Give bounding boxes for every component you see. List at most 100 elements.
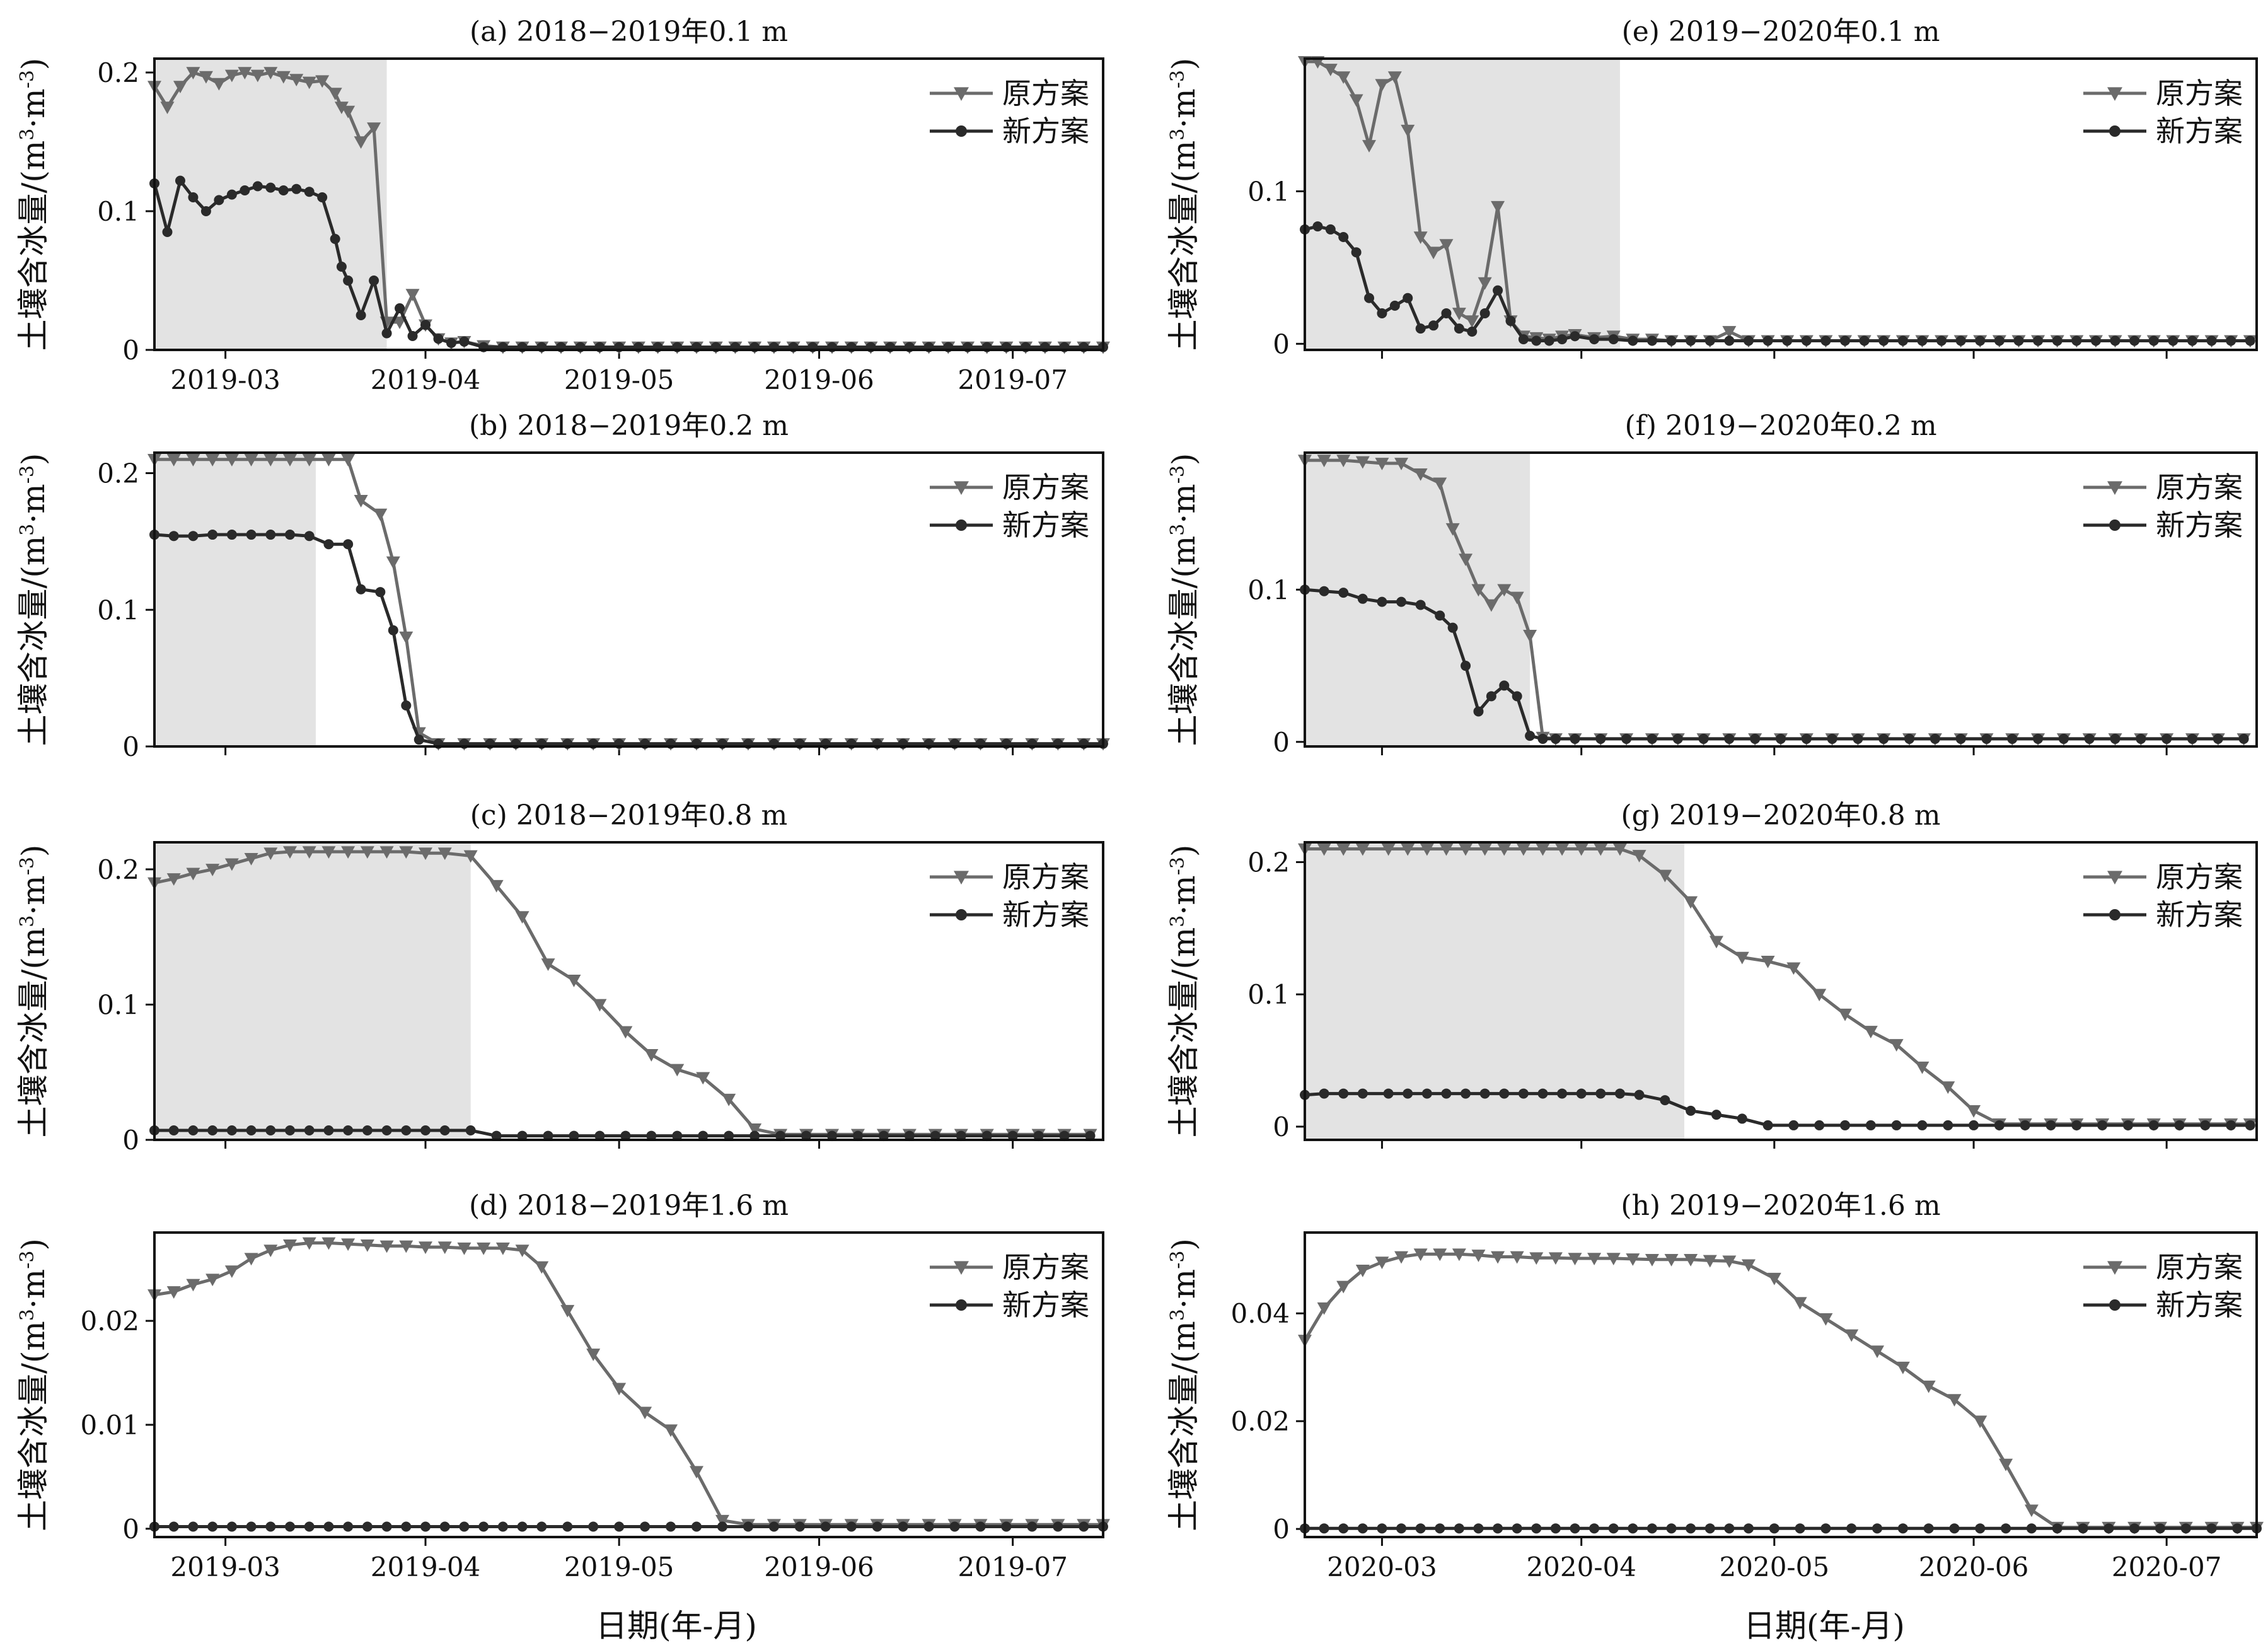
plot-frame [1304, 1231, 2258, 1538]
data-point [330, 234, 340, 244]
data-point [205, 1274, 220, 1287]
data-point [1838, 1008, 1853, 1021]
data-point [1589, 1523, 1600, 1534]
panel-title: (a) 2018−2019年0.1 m [470, 16, 788, 48]
legend-entry: 新方案 [930, 898, 1089, 932]
data-point [2026, 1523, 2037, 1534]
data-point [1769, 1523, 1779, 1534]
data-point [1672, 733, 1683, 744]
data-point [207, 1125, 218, 1135]
data-point [1557, 1088, 1568, 1099]
data-point [1375, 1256, 1389, 1270]
data-point [186, 868, 200, 881]
data-point [1646, 1523, 1657, 1534]
data-point [439, 1521, 450, 1532]
data-point [1497, 584, 1512, 597]
legend-marker [956, 125, 967, 137]
data-point [1394, 1251, 1409, 1264]
legend-label: 原方案 [2156, 76, 2243, 110]
data-point [263, 454, 278, 467]
legend-entry: 原方案 [2083, 470, 2243, 504]
data-point [379, 846, 394, 859]
data-point [2168, 335, 2178, 346]
data-point [2110, 733, 2120, 744]
data-point [186, 1279, 200, 1292]
data-point [226, 189, 237, 200]
legend-entry: 新方案 [930, 114, 1089, 148]
data-point [304, 531, 315, 542]
data-point [212, 78, 226, 91]
data-point [1317, 1302, 1331, 1315]
data-point [166, 1286, 181, 1299]
data-point [1491, 1251, 1505, 1264]
data-point [1840, 1120, 1851, 1130]
data-point [224, 858, 239, 871]
data-point [244, 454, 258, 467]
data-point [1027, 1521, 1038, 1532]
data-point [304, 187, 315, 197]
data-point [1975, 1523, 1986, 1534]
data-point [2136, 733, 2146, 744]
data-point [1574, 843, 1588, 856]
data-point [321, 846, 336, 859]
shaded-period [154, 842, 471, 1140]
data-point [586, 1349, 601, 1361]
panel-f: (f) 2019−2020年0.2 m 0 0.1 土壤含冰量/(m3·m-3) 原方案… [1166, 410, 2258, 758]
data-point [446, 338, 456, 348]
data-point [1570, 733, 1580, 744]
data-point [2078, 1523, 2088, 1534]
data-point [1505, 316, 1516, 327]
data-point [1426, 247, 1441, 260]
data-point [1510, 1251, 1524, 1264]
data-point [375, 587, 386, 598]
data-point [1415, 323, 1426, 334]
data-point [1439, 239, 1454, 252]
data-point [724, 1130, 734, 1141]
data-point [1711, 1110, 1721, 1120]
data-point [1473, 1523, 1484, 1534]
data-point [1776, 733, 1786, 744]
data-point [1812, 989, 1827, 1002]
y-tick-label: 0 [1273, 1514, 1290, 1545]
data-point [1531, 335, 1542, 346]
legend-marker [954, 1261, 969, 1275]
data-point [1595, 733, 1606, 744]
data-point [276, 71, 291, 84]
data-point [2155, 1523, 2165, 1534]
data-point [1698, 733, 1709, 744]
data-point [690, 1466, 703, 1479]
data-point [1439, 843, 1454, 856]
data-point [304, 1521, 315, 1532]
legend-marker [956, 519, 967, 531]
data-point [393, 316, 407, 329]
data-point [1317, 455, 1331, 468]
data-point [1493, 1523, 1503, 1534]
data-point [949, 1521, 960, 1532]
data-point [1628, 1523, 1638, 1534]
data-point [1724, 335, 1735, 346]
data-point [1461, 1088, 1471, 1099]
data-point [644, 1049, 659, 1062]
data-point [1377, 1523, 1387, 1534]
y-tick-label: 0 [122, 335, 139, 366]
data-point [1364, 293, 1375, 303]
data-point [1537, 1088, 1548, 1099]
data-point [341, 1238, 356, 1251]
data-point [2245, 1120, 2255, 1130]
data-point [1660, 1095, 1670, 1106]
data-point [2129, 1523, 2140, 1534]
data-point [2071, 335, 2082, 346]
data-point [381, 328, 392, 339]
data-point [1981, 733, 1992, 744]
data-point [285, 1521, 295, 1532]
data-point [362, 1521, 373, 1532]
data-point [386, 556, 400, 569]
data-point [354, 136, 368, 149]
data-point [356, 584, 366, 595]
data-point [244, 852, 258, 866]
data-point [1497, 843, 1512, 856]
series-new [1300, 584, 2249, 744]
data-point [246, 1125, 257, 1135]
legend-label: 新方案 [1002, 508, 1089, 542]
data-point [2013, 335, 2024, 346]
